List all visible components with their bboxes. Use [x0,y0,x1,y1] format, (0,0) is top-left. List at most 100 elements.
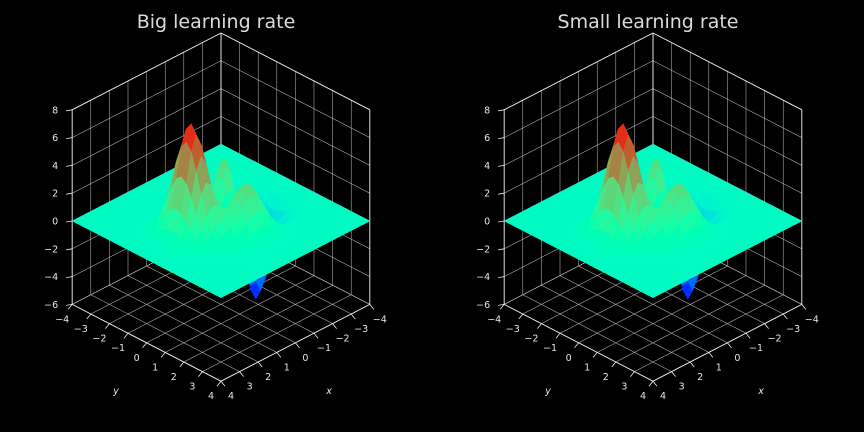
surface-patch [215,292,227,299]
x-tick-label: −4 [55,314,69,325]
z-tick-label: 8 [52,105,58,116]
x-tick-mark [67,304,73,310]
y-tick-mark [369,304,375,310]
x-tick-label: 3 [189,382,195,393]
grid-line [578,265,728,344]
z-tick-mark [66,276,73,278]
y-tick-mark [295,342,300,349]
z-tick-mark [66,220,73,223]
x-tick-label: 0 [566,353,572,364]
x-tick-mark [198,371,203,377]
x-tick-mark [216,380,222,387]
z-tick-mark [498,109,505,112]
y-tick-label: 4 [228,391,234,402]
x-axis-label: x [325,386,332,397]
y-tick-label: 0 [734,353,740,364]
y-tick-label: 1 [284,362,290,373]
x-tick-mark [574,342,579,349]
z-tick-label: −2 [476,244,490,255]
y-tick-label: 2 [265,372,271,383]
y-tick-mark [782,313,788,320]
z-tick-mark [66,304,73,306]
tick-layer: −6 −4 −2 0 2 4 6 8 −4 −3 −2 −1 0 1 2 3 4 −4 −3 −2 −1 0 1 2 3 4 [44,105,387,402]
x-tick-mark [160,352,166,358]
grid-line [146,265,296,344]
y-tick-label: −1 [749,343,763,354]
y-tick-label: −4 [373,314,387,325]
y-tick-mark [745,332,751,339]
z-tick-mark [66,137,73,139]
x-tick-mark [123,332,129,339]
x-tick-mark [592,352,598,358]
surface-plot-small-learning-rate: −6 −4 −2 0 2 4 6 8 −4 −3 −2 −1 0 1 2 3 4 −4 −3 −2 −1 0 1 2 3 4 Sm… [476,11,819,402]
z-tick-label: 4 [484,161,490,172]
grid-line [165,275,315,353]
z-tick-label: −2 [44,244,58,255]
y-tick-label: −3 [786,324,800,335]
x-tick-label: 4 [640,391,646,402]
z-tick-label: 6 [484,133,490,144]
x-tick-mark [86,313,92,320]
chart-title: Big learning rate [137,11,296,33]
x-tick-mark [518,313,524,320]
x-tick-label: 0 [134,353,140,364]
z-tick-label: 4 [52,161,58,172]
y-tick-label: −4 [805,314,819,325]
y-tick-mark [764,323,769,329]
z-tick-mark [498,304,505,306]
z-tick-mark [498,220,505,223]
x-tick-mark [105,323,110,329]
y-tick-mark [350,313,356,320]
z-tick-label: −6 [476,300,490,311]
y-tick-label: 2 [697,372,703,383]
x-tick-label: 1 [584,362,590,373]
y-tick-mark [801,304,807,310]
y-tick-mark [332,323,337,329]
grid-line [615,284,765,363]
x-tick-mark [611,361,617,368]
y-tick-mark [671,371,676,377]
z-tick-label: 2 [52,189,58,200]
y-tick-label: 3 [679,382,685,393]
y-tick-mark [276,352,282,358]
y-tick-label: 1 [716,362,722,373]
z-tick-mark [66,109,73,112]
z-tick-mark [66,192,73,195]
z-tick-label: −4 [44,272,58,283]
chart-panel-big-learning-rate: −6 −4 −2 0 2 4 6 8 −4 −3 −2 −1 0 1 2 3 4 −4 −3 −2 −1 0 1 2 3 4 Bi… [44,11,387,402]
grid-line [634,294,784,372]
grid-line [202,294,352,372]
x-tick-label: 2 [603,372,609,383]
chart-panel-small-learning-rate: −6 −4 −2 0 2 4 6 8 −4 −3 −2 −1 0 1 2 3 4 −4 −3 −2 −1 0 1 2 3 4 Sm… [432,0,864,432]
y-tick-mark [727,342,732,349]
y-axis-label: y [112,386,119,397]
y-tick-mark [257,361,263,368]
y-tick-label: −3 [354,324,368,335]
x-tick-label: −2 [92,334,106,345]
grid-line [183,284,333,363]
x-tick-label: −2 [524,334,538,345]
z-tick-mark [498,276,505,278]
surface-patch [647,292,659,299]
z-tick-label: 8 [484,105,490,116]
z-tick-label: 0 [52,217,58,228]
z-tick-label: −4 [476,272,490,283]
y-tick-label: 3 [247,382,253,393]
x-tick-label: 1 [152,362,158,373]
x-tick-label: 2 [171,372,177,383]
z-tick-label: 2 [484,189,490,200]
z-tick-mark [498,137,505,139]
y-tick-mark [652,380,658,387]
x-tick-label: 4 [208,391,214,402]
z-tick-label: −6 [44,300,58,311]
x-tick-label: −1 [111,343,125,354]
x-tick-label: −3 [74,324,88,335]
chart-title: Small learning rate [558,11,739,33]
x-tick-mark [142,342,147,349]
z-tick-label: 0 [484,217,490,228]
x-tick-mark [630,371,635,377]
x-tick-label: −3 [506,324,520,335]
z-tick-mark [66,165,73,167]
x-tick-mark [499,304,505,310]
y-axis-label: y [544,386,551,397]
